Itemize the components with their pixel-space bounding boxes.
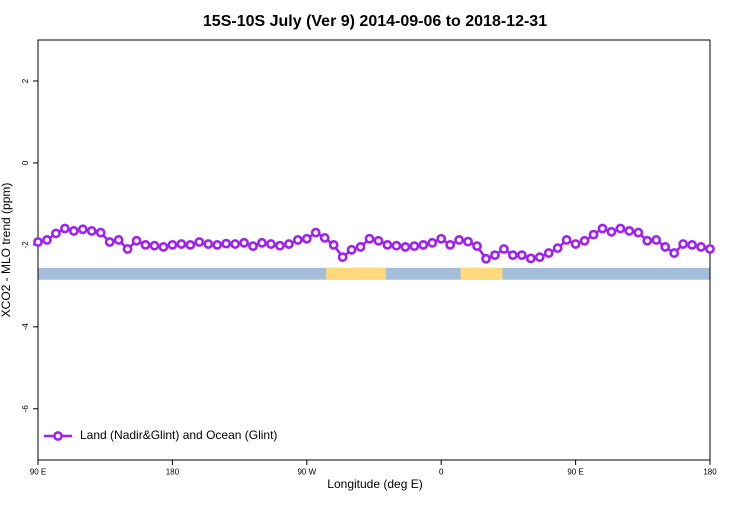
data-point: [454, 235, 465, 245]
data-point: [239, 237, 249, 248]
data-point: [95, 227, 106, 238]
data-point: [310, 227, 321, 238]
chart-title: 15S-10S July (Ver 9) 2014-09-06 to 2018-…: [203, 13, 547, 30]
data-point: [561, 235, 572, 245]
x-tick-label: 0: [439, 468, 444, 477]
data-point: [328, 239, 339, 250]
x-tick-label: 90 E: [30, 468, 46, 477]
data-point: [445, 239, 456, 250]
data-point: [615, 223, 626, 234]
data-point: [373, 235, 384, 246]
data-point: [436, 233, 447, 244]
data-point: [364, 233, 375, 244]
data-point: [705, 244, 715, 254]
data-point: [149, 240, 160, 251]
y-tick-label: -2: [21, 241, 30, 249]
data-point: [230, 239, 241, 249]
data-point: [140, 239, 151, 250]
data-point: [499, 244, 509, 254]
data-point: [337, 252, 348, 263]
data-point: [355, 242, 366, 252]
data-point: [68, 226, 79, 236]
data-point: [543, 248, 554, 258]
y-tick-label: 0: [21, 160, 30, 165]
data-point: [516, 250, 527, 261]
data-point: [400, 242, 411, 252]
legend-label: Land (Nadir&Glint) and Ocean (Glint): [80, 428, 277, 442]
data-point: [319, 233, 330, 243]
data-point: [221, 238, 232, 249]
data-point: [194, 237, 205, 247]
data-point: [203, 239, 214, 249]
data-point: [633, 227, 644, 238]
data-point: [525, 253, 536, 264]
data-point: [687, 239, 697, 250]
data-point: [176, 239, 187, 249]
data-point: [472, 241, 482, 252]
data-point: [579, 235, 590, 246]
data-point: [257, 237, 267, 248]
data-point: [391, 240, 402, 251]
data-point: [642, 235, 653, 246]
data-point: [131, 235, 142, 246]
legend-marker: [53, 431, 63, 441]
data-point: [570, 239, 581, 249]
data-point: [292, 235, 303, 245]
y-tick-label: 2: [21, 78, 30, 83]
data-point: [33, 237, 43, 247]
data-point: [275, 240, 285, 251]
data-point: [669, 248, 680, 258]
data-point: [588, 229, 599, 240]
data-point: [481, 253, 491, 264]
data-point: [266, 239, 276, 249]
data-point: [507, 250, 518, 261]
data-point: [606, 226, 617, 237]
data-point: [490, 250, 500, 261]
data-point: [283, 239, 294, 249]
data-point: [463, 236, 473, 247]
data-point: [158, 242, 169, 252]
data-point: [382, 239, 393, 250]
data-point: [77, 224, 88, 235]
data-point: [346, 244, 357, 255]
data-point: [51, 228, 61, 239]
data-point: [212, 239, 223, 250]
data-point: [248, 241, 258, 252]
data-point: [104, 237, 115, 247]
x-tick-label: 180: [166, 468, 180, 477]
data-point: [678, 239, 689, 249]
data-point: [113, 235, 124, 245]
data-point: [624, 226, 635, 236]
data-point: [696, 242, 706, 252]
x-axis-label: Longitude (deg E): [327, 477, 422, 491]
y-axis-label: XCO2 - MLO trend (ppm): [0, 183, 13, 318]
x-tick-label: 180: [703, 468, 717, 477]
data-point: [59, 223, 70, 234]
y-tick-label: -6: [21, 405, 30, 413]
data-point: [86, 226, 97, 236]
data-point: [185, 239, 196, 250]
data-point: [534, 252, 545, 263]
data-point: [427, 237, 438, 248]
data-point: [651, 235, 662, 245]
land-segment: [460, 267, 503, 280]
x-tick-label: 90 E: [567, 468, 583, 477]
data-point: [301, 233, 312, 244]
data-point: [409, 241, 420, 252]
y-tick-label: -4: [21, 323, 30, 331]
data-point: [660, 242, 671, 252]
land-segment: [326, 267, 386, 280]
data-point: [418, 239, 429, 250]
data-point: [42, 235, 52, 245]
x-tick-label: 90 W: [297, 468, 316, 477]
data-point: [122, 244, 133, 254]
data-point: [167, 239, 178, 250]
plot-frame: [37, 39, 711, 461]
data-point: [597, 223, 608, 234]
data-point: [552, 243, 563, 254]
